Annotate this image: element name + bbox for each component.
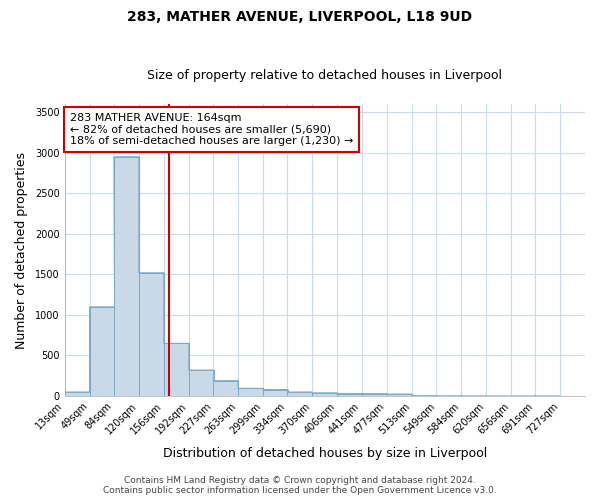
- Bar: [362, 394, 386, 396]
- Bar: [139, 272, 164, 396]
- Y-axis label: Number of detached properties: Number of detached properties: [15, 152, 28, 348]
- Bar: [114, 156, 139, 396]
- Bar: [238, 388, 263, 396]
- Bar: [386, 394, 412, 396]
- Bar: [189, 370, 214, 396]
- X-axis label: Distribution of detached houses by size in Liverpool: Distribution of detached houses by size …: [163, 447, 487, 460]
- Bar: [312, 393, 337, 396]
- Bar: [213, 380, 238, 396]
- Text: 283 MATHER AVENUE: 164sqm
← 82% of detached houses are smaller (5,690)
18% of se: 283 MATHER AVENUE: 164sqm ← 82% of detac…: [70, 113, 353, 146]
- Text: 283, MATHER AVENUE, LIVERPOOL, L18 9UD: 283, MATHER AVENUE, LIVERPOOL, L18 9UD: [127, 10, 473, 24]
- Bar: [287, 392, 312, 396]
- Bar: [89, 307, 115, 396]
- Title: Size of property relative to detached houses in Liverpool: Size of property relative to detached ho…: [147, 69, 502, 82]
- Bar: [263, 390, 288, 396]
- Bar: [65, 392, 89, 396]
- Bar: [164, 344, 189, 396]
- Text: Contains HM Land Registry data © Crown copyright and database right 2024.
Contai: Contains HM Land Registry data © Crown c…: [103, 476, 497, 495]
- Bar: [337, 394, 362, 396]
